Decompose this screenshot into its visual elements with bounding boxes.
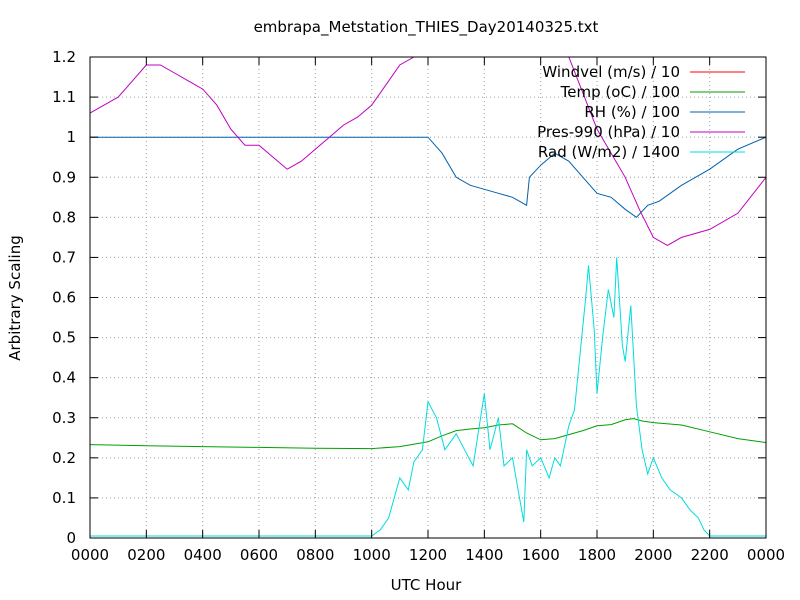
axis-ticks: 0000 0200 0400 0600 0800 1000 1200 1400 1600 1800… bbox=[52, 48, 785, 564]
x-tick-label: 0600 bbox=[240, 546, 278, 564]
series-line-2 bbox=[90, 136, 766, 218]
x-tick-label: 0800 bbox=[296, 546, 334, 564]
y-axis-label: Arbitrary Scaling bbox=[6, 235, 24, 361]
x-tick-label: 2200 bbox=[691, 546, 729, 564]
y-tick-label: 0.1 bbox=[52, 489, 76, 507]
x-tick-label: 1800 bbox=[578, 546, 616, 564]
plot-area bbox=[90, 57, 766, 537]
series-line-1 bbox=[90, 418, 766, 450]
x-tick-label: 1200 bbox=[409, 546, 447, 564]
x-tick-label: 1000 bbox=[353, 546, 391, 564]
x-tick-label: 0200 bbox=[127, 546, 165, 564]
chart-title: embrapa_Metstation_THIES_Day20140325.txt bbox=[254, 18, 599, 37]
y-tick-label: 0.8 bbox=[52, 208, 76, 226]
y-tick-label: 0.5 bbox=[52, 329, 76, 347]
x-tick-label: 1600 bbox=[522, 546, 560, 564]
y-tick-label: 0.6 bbox=[52, 289, 76, 307]
y-tick-label: 1.2 bbox=[52, 48, 76, 66]
y-tick-label: 0.9 bbox=[52, 168, 76, 186]
y-tick-label: 0.4 bbox=[52, 369, 76, 387]
y-tick-label: 0.7 bbox=[52, 248, 76, 266]
x-tick-label: 0400 bbox=[184, 546, 222, 564]
y-tick-label: 0 bbox=[66, 529, 76, 547]
legend-label-1: Temp (oC) / 100 bbox=[560, 83, 680, 101]
series-line-3 bbox=[90, 57, 766, 246]
legend-label-4: Rad (W/m2) / 1400 bbox=[538, 143, 680, 161]
legend-label-3: Pres-990 (hPa) / 10 bbox=[537, 123, 680, 141]
y-tick-label: 1 bbox=[66, 128, 76, 146]
series-line-4 bbox=[90, 257, 766, 537]
y-tick-label: 1.1 bbox=[52, 88, 76, 106]
legend-label-0: Windvel (m/s) / 10 bbox=[542, 63, 680, 81]
legend: Windvel (m/s) / 10 Temp (oC) / 100 RH (%) … bbox=[537, 63, 745, 161]
x-tick-label: 1400 bbox=[465, 546, 503, 564]
x-tick-label: 2000 bbox=[634, 546, 672, 564]
x-tick-label: 0000 bbox=[71, 546, 109, 564]
x-tick-label: 0000 bbox=[747, 546, 785, 564]
y-tick-label: 0.3 bbox=[52, 409, 76, 427]
x-axis-label: UTC Hour bbox=[391, 576, 462, 594]
y-tick-label: 0.2 bbox=[52, 449, 76, 467]
legend-label-2: RH (%) / 100 bbox=[584, 103, 680, 121]
